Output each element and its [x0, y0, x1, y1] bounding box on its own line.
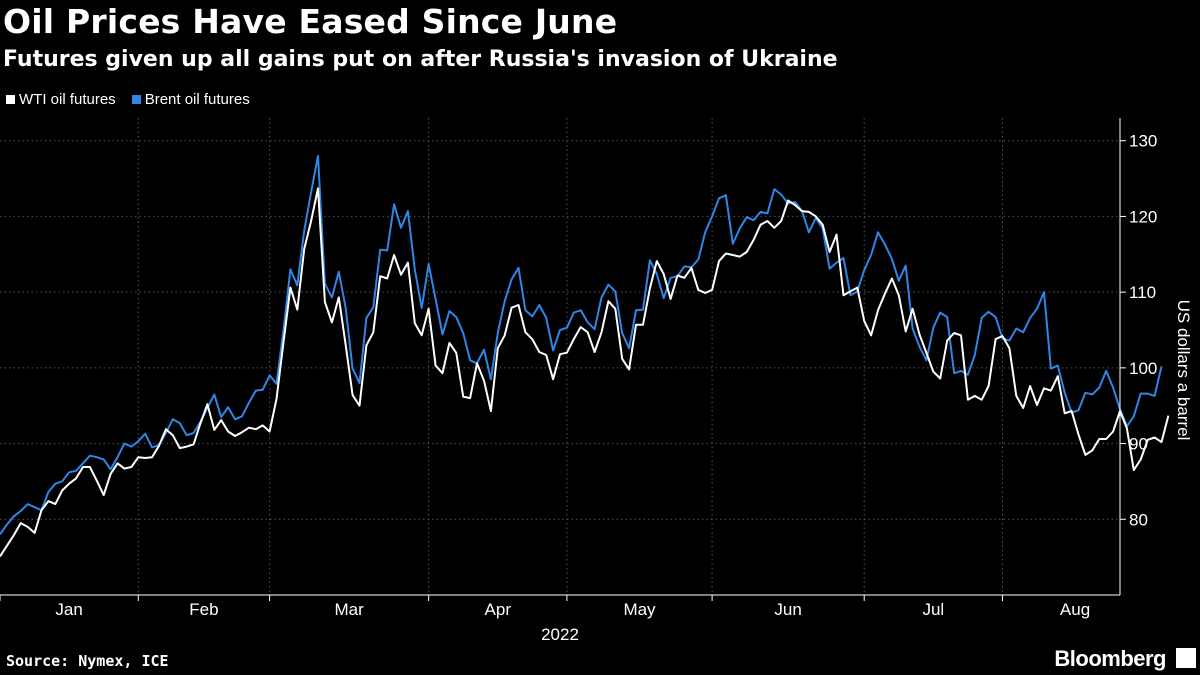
x-tick-label-mar: Mar [334, 600, 364, 619]
x-tick-label-may: May [623, 600, 656, 619]
chart-subtitle: Futures given up all gains put on after … [3, 47, 838, 72]
bloomberg-terminal-icon [1176, 648, 1196, 668]
x-tick-label-jun: Jun [774, 600, 801, 619]
chart-legend: WTI oil futures Brent oil futures [6, 91, 250, 108]
legend-item-brent: Brent oil futures [131, 91, 250, 108]
y-tick-label-80: 80 [1129, 510, 1148, 529]
axis-layer: 80 90 100 110 120 130 Jan Feb Mar Apr May Jun Jul Aug [0, 118, 1157, 619]
series-line-wti [0, 187, 1170, 557]
x-tick-label-feb: Feb [189, 600, 218, 619]
x-axis-year-label: 2022 [541, 625, 579, 644]
y-tick-label-100: 100 [1129, 359, 1157, 378]
y-tick-label-90: 90 [1129, 435, 1148, 454]
source-note: Source: Nymex, ICE [6, 652, 169, 670]
x-tick-label-jul: Jul [922, 600, 944, 619]
chart-title: Oil Prices Have Eased Since June [3, 2, 618, 41]
y-axis-label: US dollars a barrel [1174, 300, 1193, 441]
legend-label-brent: Brent oil futures [144, 91, 250, 108]
x-tick-label-aug: Aug [1060, 600, 1090, 619]
legend-item-wti: WTI oil futures [6, 91, 116, 108]
y-tick-label-130: 130 [1129, 132, 1157, 151]
legend-swatch-brent [131, 95, 141, 104]
legend-swatch-wti [6, 95, 15, 104]
series-layer [0, 155, 1170, 557]
legend-label-wti: WTI oil futures [19, 91, 116, 108]
bloomberg-logo: Bloomberg [1054, 646, 1166, 671]
x-tick-label-jan: Jan [55, 600, 82, 619]
grid-layer [0, 118, 1120, 595]
x-tick-label-apr: Apr [485, 600, 512, 619]
y-tick-label-110: 110 [1129, 283, 1156, 302]
series-line-brent [0, 155, 1163, 535]
y-tick-label-120: 120 [1129, 207, 1157, 226]
